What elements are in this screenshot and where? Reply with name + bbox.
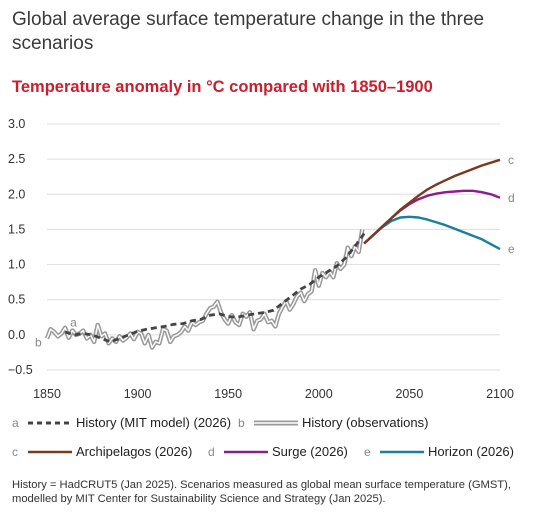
series-letter-label: d [508, 191, 515, 205]
y-tick-label: 0.0 [8, 328, 25, 342]
legend-swatch-surge [224, 450, 268, 453]
legend-label: History (MIT model) (2026) [76, 415, 232, 430]
series-line-archipelagos [363, 158, 501, 245]
legend-item-surge: d Surge (2026) [208, 444, 348, 459]
y-tick-label: 1.0 [8, 258, 25, 272]
legend-swatch-horizon [380, 450, 424, 453]
series-line-horizon [363, 215, 501, 251]
series-line-history-model [64, 232, 366, 344]
legend-swatch-dashed [28, 421, 72, 424]
series-letter-label: b [35, 335, 42, 349]
legend-item-archipelagos: c Archipelagos (2026) [12, 444, 192, 459]
y-tick-label: −0.5 [8, 363, 33, 377]
y-tick-label: 3.0 [8, 117, 25, 131]
series-line-surge [363, 189, 501, 245]
x-tick-label: 1900 [124, 387, 152, 401]
x-tick-label: 2050 [395, 387, 423, 401]
legend-letter: c [12, 444, 18, 459]
legend-letter: b [238, 415, 245, 430]
series-letter-label: e [508, 242, 515, 256]
x-tick-label: 2000 [305, 387, 333, 401]
x-tick-label: 1950 [214, 387, 242, 401]
legend-item-history-obs: b History (observations) [238, 415, 428, 430]
legend-swatch-archipelagos [28, 450, 72, 453]
legend-swatch-double [254, 420, 298, 425]
source-note: History = HadCRUT5 (Jan 2025). Scenarios… [12, 479, 511, 505]
legend-label: Archipelagos (2026) [76, 444, 193, 459]
legend-item-horizon: e Horizon (2026) [364, 444, 514, 459]
legend-letter: d [208, 444, 215, 459]
legend-label: History (observations) [302, 415, 429, 430]
legend-label: Horizon (2026) [428, 444, 514, 459]
chart-title: Global average surface temperature chang… [12, 9, 485, 54]
y-tick-label: 2.0 [8, 187, 25, 201]
legend-label: Surge (2026) [272, 444, 348, 459]
x-tick-label: 1850 [33, 387, 61, 401]
y-tick-label: 2.5 [8, 152, 25, 166]
y-tick-label: 0.5 [8, 293, 25, 307]
series-line-history-observations [44, 229, 365, 350]
temperature-chart: −0.5 0.0 0.5 1.0 1.5 2.0 2.5 3.0 1850 1900 1950 200… [8, 117, 515, 401]
legend-letter: a [12, 415, 19, 430]
legend-letter: e [364, 444, 371, 459]
series-line-history-observations-inner [46, 229, 363, 349]
series-letter-label: a [70, 315, 77, 329]
legend-item-history-model: a History (MIT model) (2026) [12, 415, 231, 430]
x-tick-label: 2100 [486, 387, 514, 401]
y-tick-label: 1.5 [8, 222, 25, 236]
chart-subtitle: Temperature anomaly in °C compared with … [12, 78, 433, 96]
series-letter-label: c [508, 153, 514, 167]
